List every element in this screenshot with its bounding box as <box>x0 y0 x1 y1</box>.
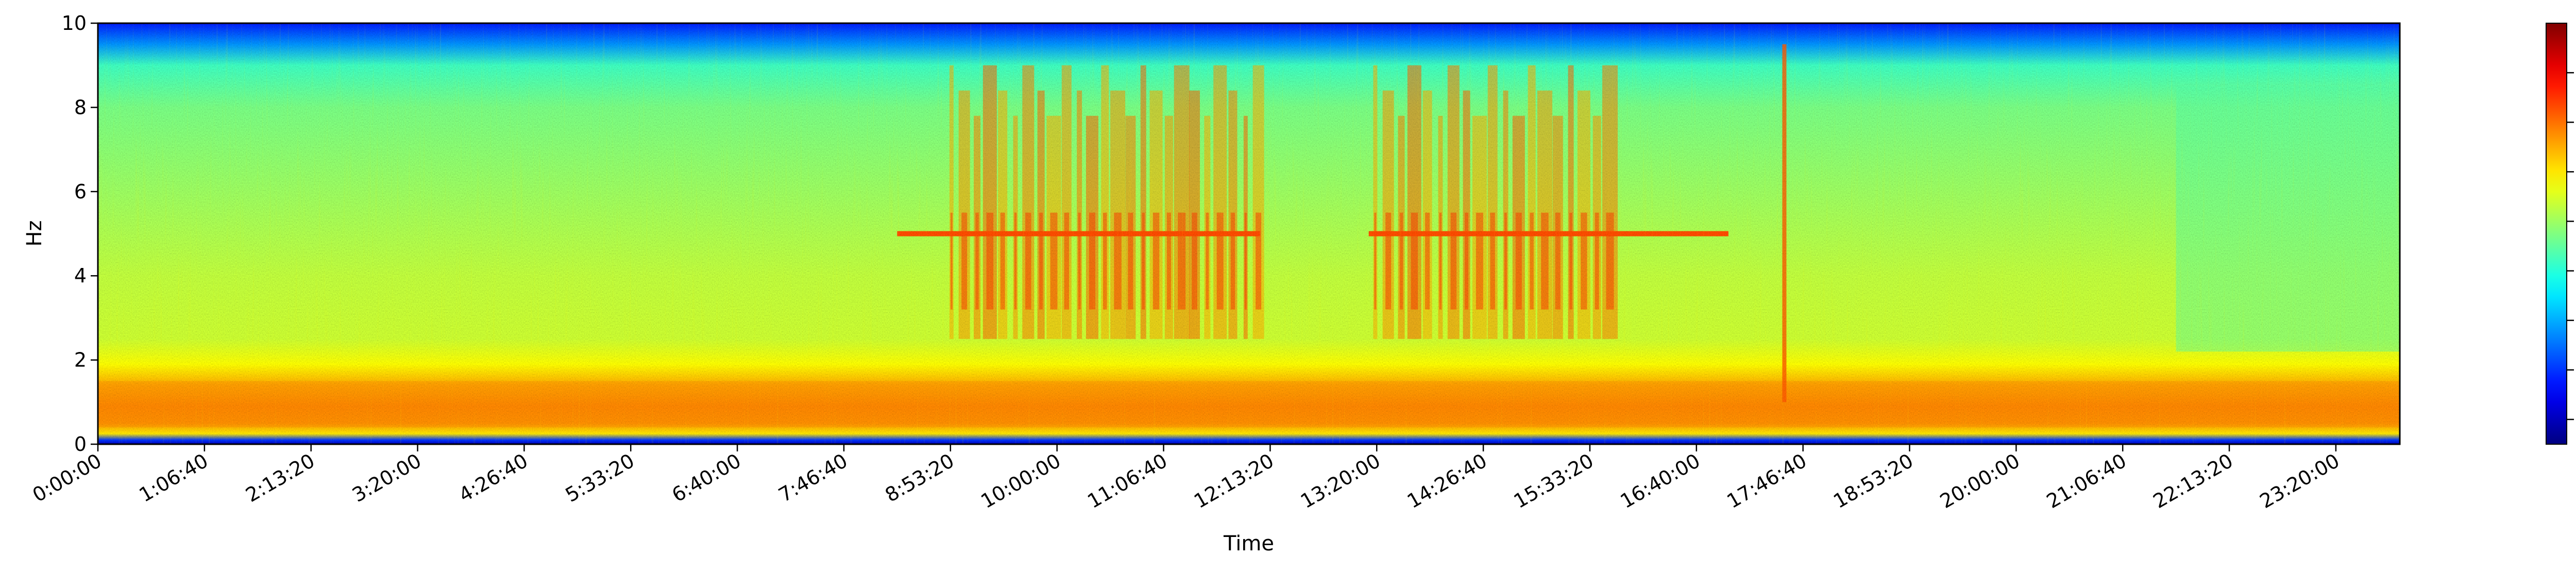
x-tick-label: 16:40:00 <box>1616 449 1704 513</box>
x-tick-label: 21:06:40 <box>2043 449 2130 513</box>
x-tick-label: 7:46:40 <box>775 449 852 507</box>
x-tick-label: 8:53:20 <box>881 449 958 507</box>
y-axis: 0 2 4 6 8 10 <box>62 12 98 456</box>
x-tick-label: 5:33:20 <box>562 449 638 507</box>
spectrogram-plot-area <box>98 23 2400 444</box>
x-tick-label: 15:33:20 <box>1510 449 1598 513</box>
x-tick-label: 23:20:00 <box>2256 449 2344 513</box>
y-tick-label: 8 <box>74 96 87 119</box>
x-tick-label: 13:20:00 <box>1297 449 1384 513</box>
x-tick-label: 2:13:20 <box>242 449 318 507</box>
x-tick-label: 11:06:40 <box>1083 449 1171 513</box>
y-tick-label: 2 <box>74 349 87 372</box>
x-axis-label: Time <box>1223 532 1274 556</box>
y-tick-label: 0 <box>74 433 87 456</box>
x-tick-label: 12:13:20 <box>1190 449 1278 513</box>
x-tick-label: 20:00:00 <box>1936 449 2024 513</box>
x-tick-label: 0:00:00 <box>29 449 106 507</box>
x-tick-label: 18:53:20 <box>1829 449 1917 513</box>
colorbar-gradient <box>2546 23 2567 444</box>
x-tick-label: 3:20:00 <box>348 449 425 507</box>
plot-frame <box>97 22 2401 445</box>
colorbar-ticks: -10 dB-20 dB-30 dB-40 dB-50 dB-60 dB-70 … <box>2567 72 2574 420</box>
x-tick-label: 22:13:20 <box>2149 449 2237 513</box>
speckle-texture <box>98 23 2400 444</box>
x-tick-label: 1:06:40 <box>135 449 212 507</box>
x-tick-label: 6:40:00 <box>668 449 745 507</box>
x-tick-label: 17:46:40 <box>1723 449 1810 513</box>
colorbar: -10 dB-20 dB-30 dB-40 dB-50 dB-60 dB-70 … <box>2546 23 2574 445</box>
x-axis: 0:00:00 1:06:40 2:13:20 3:20:00 4:26:40 5:33:… <box>29 444 2344 513</box>
colorbar-frame <box>2546 23 2567 445</box>
y-tick-label: 4 <box>74 264 87 287</box>
y-axis-label: Hz <box>23 220 46 246</box>
x-tick-label: 4:26:40 <box>455 449 532 507</box>
y-tick-label: 6 <box>74 180 87 203</box>
y-tick-label: 10 <box>62 12 87 35</box>
x-tick-label: 14:26:40 <box>1403 449 1491 513</box>
x-tick-label: 10:00:00 <box>977 449 1064 513</box>
